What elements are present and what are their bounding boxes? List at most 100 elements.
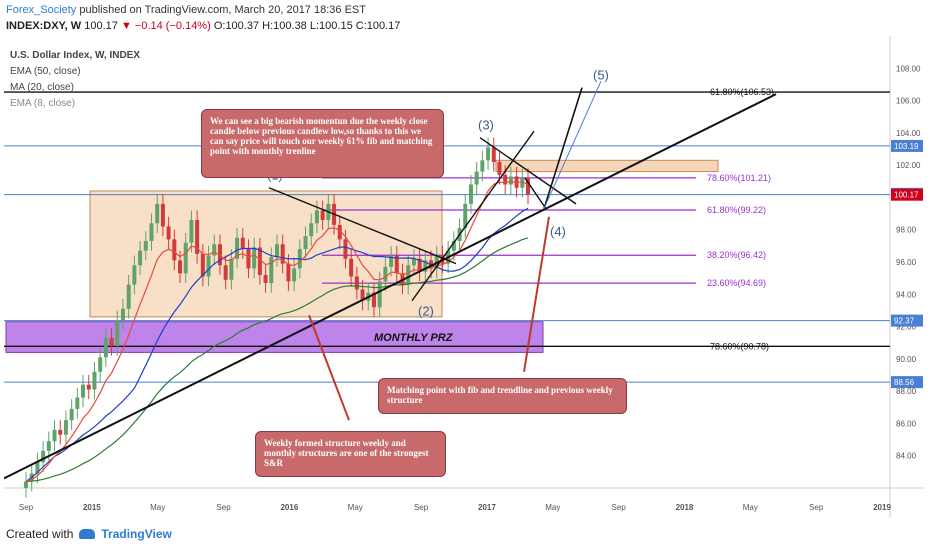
candle-body — [178, 260, 183, 274]
candle-body — [103, 337, 108, 358]
candle-body — [235, 237, 240, 259]
candle-body — [183, 242, 188, 274]
resistance-box — [495, 159, 719, 173]
candle-body — [508, 176, 513, 185]
candle-body — [383, 266, 388, 282]
x-tick-label: Sep — [216, 503, 231, 512]
chart-area[interactable]: 84.00 86.00 88.00 90.00 92.00 94.00 96.00 98.00… — [4, 36, 924, 518]
candle-body — [81, 384, 86, 398]
candle-body — [41, 450, 46, 463]
price-tag-label: 100.17 — [894, 191, 919, 200]
fib-level-label: 23.60%(94.69) — [707, 278, 766, 288]
candle-body — [240, 237, 245, 250]
weekly-structure-box — [89, 190, 443, 318]
candle-body — [394, 255, 399, 274]
candle-body — [480, 160, 485, 172]
candle-body — [349, 258, 354, 277]
y-tick-label: 106.00 — [896, 97, 921, 106]
candle-body — [120, 308, 125, 321]
candle-body — [451, 241, 456, 251]
candle-body — [360, 289, 365, 301]
candle-body — [314, 210, 319, 224]
candle-body — [52, 429, 57, 442]
legend-ema8[interactable]: EMA (8, close) — [10, 98, 76, 109]
candle-body — [229, 258, 234, 280]
x-tick-label: May — [150, 503, 165, 512]
candle-body — [406, 265, 411, 285]
open-value: O:100.37 — [213, 20, 260, 32]
y-tick-label: 86.00 — [896, 419, 917, 428]
wave3-trendline — [479, 137, 577, 205]
y-tick-label: 94.00 — [896, 290, 917, 299]
candle-body — [63, 420, 68, 435]
y-tick-label: 104.00 — [896, 129, 921, 138]
fib-level-label: 78.60%(101.21) — [707, 173, 771, 183]
candle-body — [200, 253, 205, 277]
candle-body — [292, 268, 297, 282]
candle-body — [377, 281, 382, 308]
x-tick-label: May — [743, 503, 758, 512]
candle-body — [423, 260, 428, 272]
candle-body — [149, 223, 154, 242]
created-with-text: Created with — [6, 527, 74, 541]
candle-body — [212, 244, 217, 256]
candle-body — [75, 397, 80, 409]
annotation-bearish-momentum: We can see a big bearish momentun due th… — [201, 109, 444, 178]
projection-arrow — [411, 130, 535, 302]
candle-body — [503, 174, 508, 185]
candle-body — [206, 255, 211, 277]
low-value: L:100.15 — [309, 20, 353, 32]
y-tick-label: 96.00 — [896, 258, 917, 267]
published-text: published on TradingView.com, March 20, … — [79, 4, 366, 16]
candle-body — [58, 429, 63, 435]
candle-body — [463, 203, 468, 229]
y-tick-label: 108.00 — [896, 64, 921, 73]
monthly-prz-zone — [5, 321, 544, 353]
candle-body — [98, 357, 103, 372]
ohlc-line: INDEX:DXY, W 100.17 ▼ −0.14 (−0.14%) O:1… — [6, 20, 400, 32]
candle-body — [371, 292, 376, 308]
candle-body — [320, 210, 325, 221]
last-price: 100.17 — [84, 20, 118, 32]
x-tick-label: 2016 — [280, 503, 298, 512]
candle-body — [337, 224, 342, 240]
candle-body — [115, 320, 120, 346]
candle-body — [109, 337, 114, 346]
tradingview-brand[interactable]: TradingView — [101, 527, 172, 541]
author-link[interactable]: Forex_Society — [6, 4, 77, 16]
candle-body — [417, 258, 422, 272]
x-tick-label: 2018 — [676, 503, 694, 512]
candle-body — [246, 249, 251, 269]
change-arrow-icon: ▼ — [120, 20, 132, 32]
candle-body — [486, 147, 491, 161]
price-tag-bg — [891, 139, 923, 152]
wave-label: (5) — [593, 68, 609, 83]
candle-body — [252, 247, 257, 269]
level-label: 61.80%(106.53) — [710, 87, 774, 97]
chart-svg[interactable]: 84.00 86.00 88.00 90.00 92.00 94.00 96.00 98.00… — [4, 36, 924, 518]
candle-body — [474, 171, 479, 185]
candle-body — [223, 265, 228, 280]
candle-body — [138, 250, 143, 266]
projection-arrow — [524, 177, 547, 210]
candle-body — [69, 408, 74, 421]
monthly-prz-label: MONTHLY PRZ — [374, 332, 454, 344]
candle-body — [411, 258, 416, 266]
legend-title: U.S. Dollar Index, W, INDEX — [10, 50, 141, 61]
x-tick-label: May — [545, 503, 560, 512]
x-tick-label: 2017 — [478, 503, 496, 512]
candle-body — [309, 223, 314, 237]
legend-ma20[interactable]: MA (20, close) — [10, 82, 74, 93]
price-tag-label: 92.37 — [894, 317, 915, 326]
price-tag-bg — [891, 376, 923, 389]
callout-pointer — [308, 314, 350, 421]
legend-ema50[interactable]: EMA (50, close) — [10, 66, 81, 77]
high-value: H:100.38 — [262, 20, 307, 32]
candle-body — [24, 481, 28, 488]
wave-label: (2) — [418, 303, 434, 318]
candle-body — [343, 239, 348, 259]
candle-body — [263, 274, 268, 283]
tradingview-logo-icon[interactable] — [79, 529, 96, 539]
candle-body — [497, 161, 502, 175]
y-tick-label: 102.00 — [896, 161, 921, 170]
